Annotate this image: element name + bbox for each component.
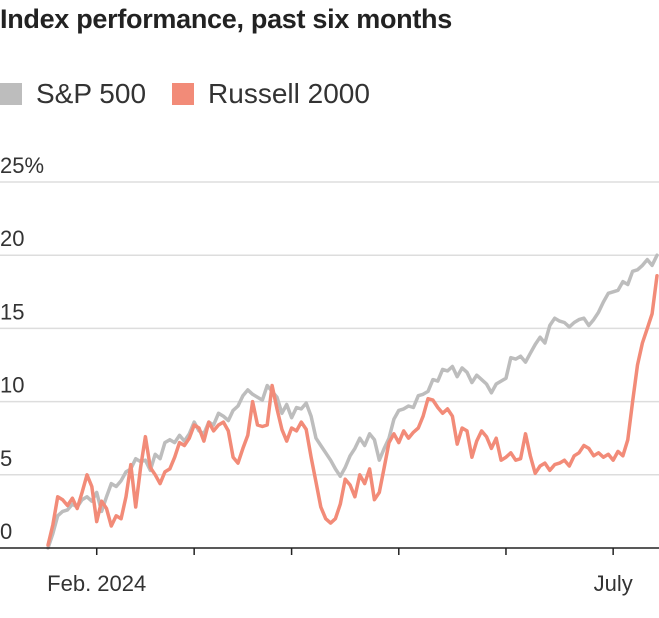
- y-tick-label-20: 20: [0, 226, 24, 251]
- y-tick-label-0: 0: [0, 519, 12, 544]
- legend-label-sp500: S&P 500: [36, 78, 147, 109]
- chart-legend: S&P 500 Russell 2000: [0, 78, 396, 110]
- legend-item-russell2000: Russell 2000: [172, 78, 370, 110]
- series-lines: [46, 253, 659, 550]
- x-tick-label-1: July: [594, 571, 633, 596]
- y-tick-label-25: 25%: [0, 153, 44, 178]
- legend-item-sp500: S&P 500: [0, 78, 146, 110]
- legend-swatch-sp500: [0, 83, 22, 105]
- y-tick-label-10: 10: [0, 373, 24, 398]
- chart-title: Index performance, past six months: [0, 4, 452, 34]
- series-line-russell2000: [46, 273, 659, 547]
- gridlines: [0, 181, 659, 476]
- legend-swatch-russell2000: [172, 83, 195, 105]
- y-tick-label-15: 15: [0, 299, 24, 324]
- y-axis-labels: 0 5 10 15 20 25%: [0, 153, 44, 544]
- y-tick-label-5: 5: [0, 446, 12, 471]
- x-tick-label-0: Feb. 2024: [47, 571, 146, 596]
- legend-label-russell2000: Russell 2000: [208, 78, 370, 109]
- x-axis: Feb. 2024 July: [0, 547, 659, 596]
